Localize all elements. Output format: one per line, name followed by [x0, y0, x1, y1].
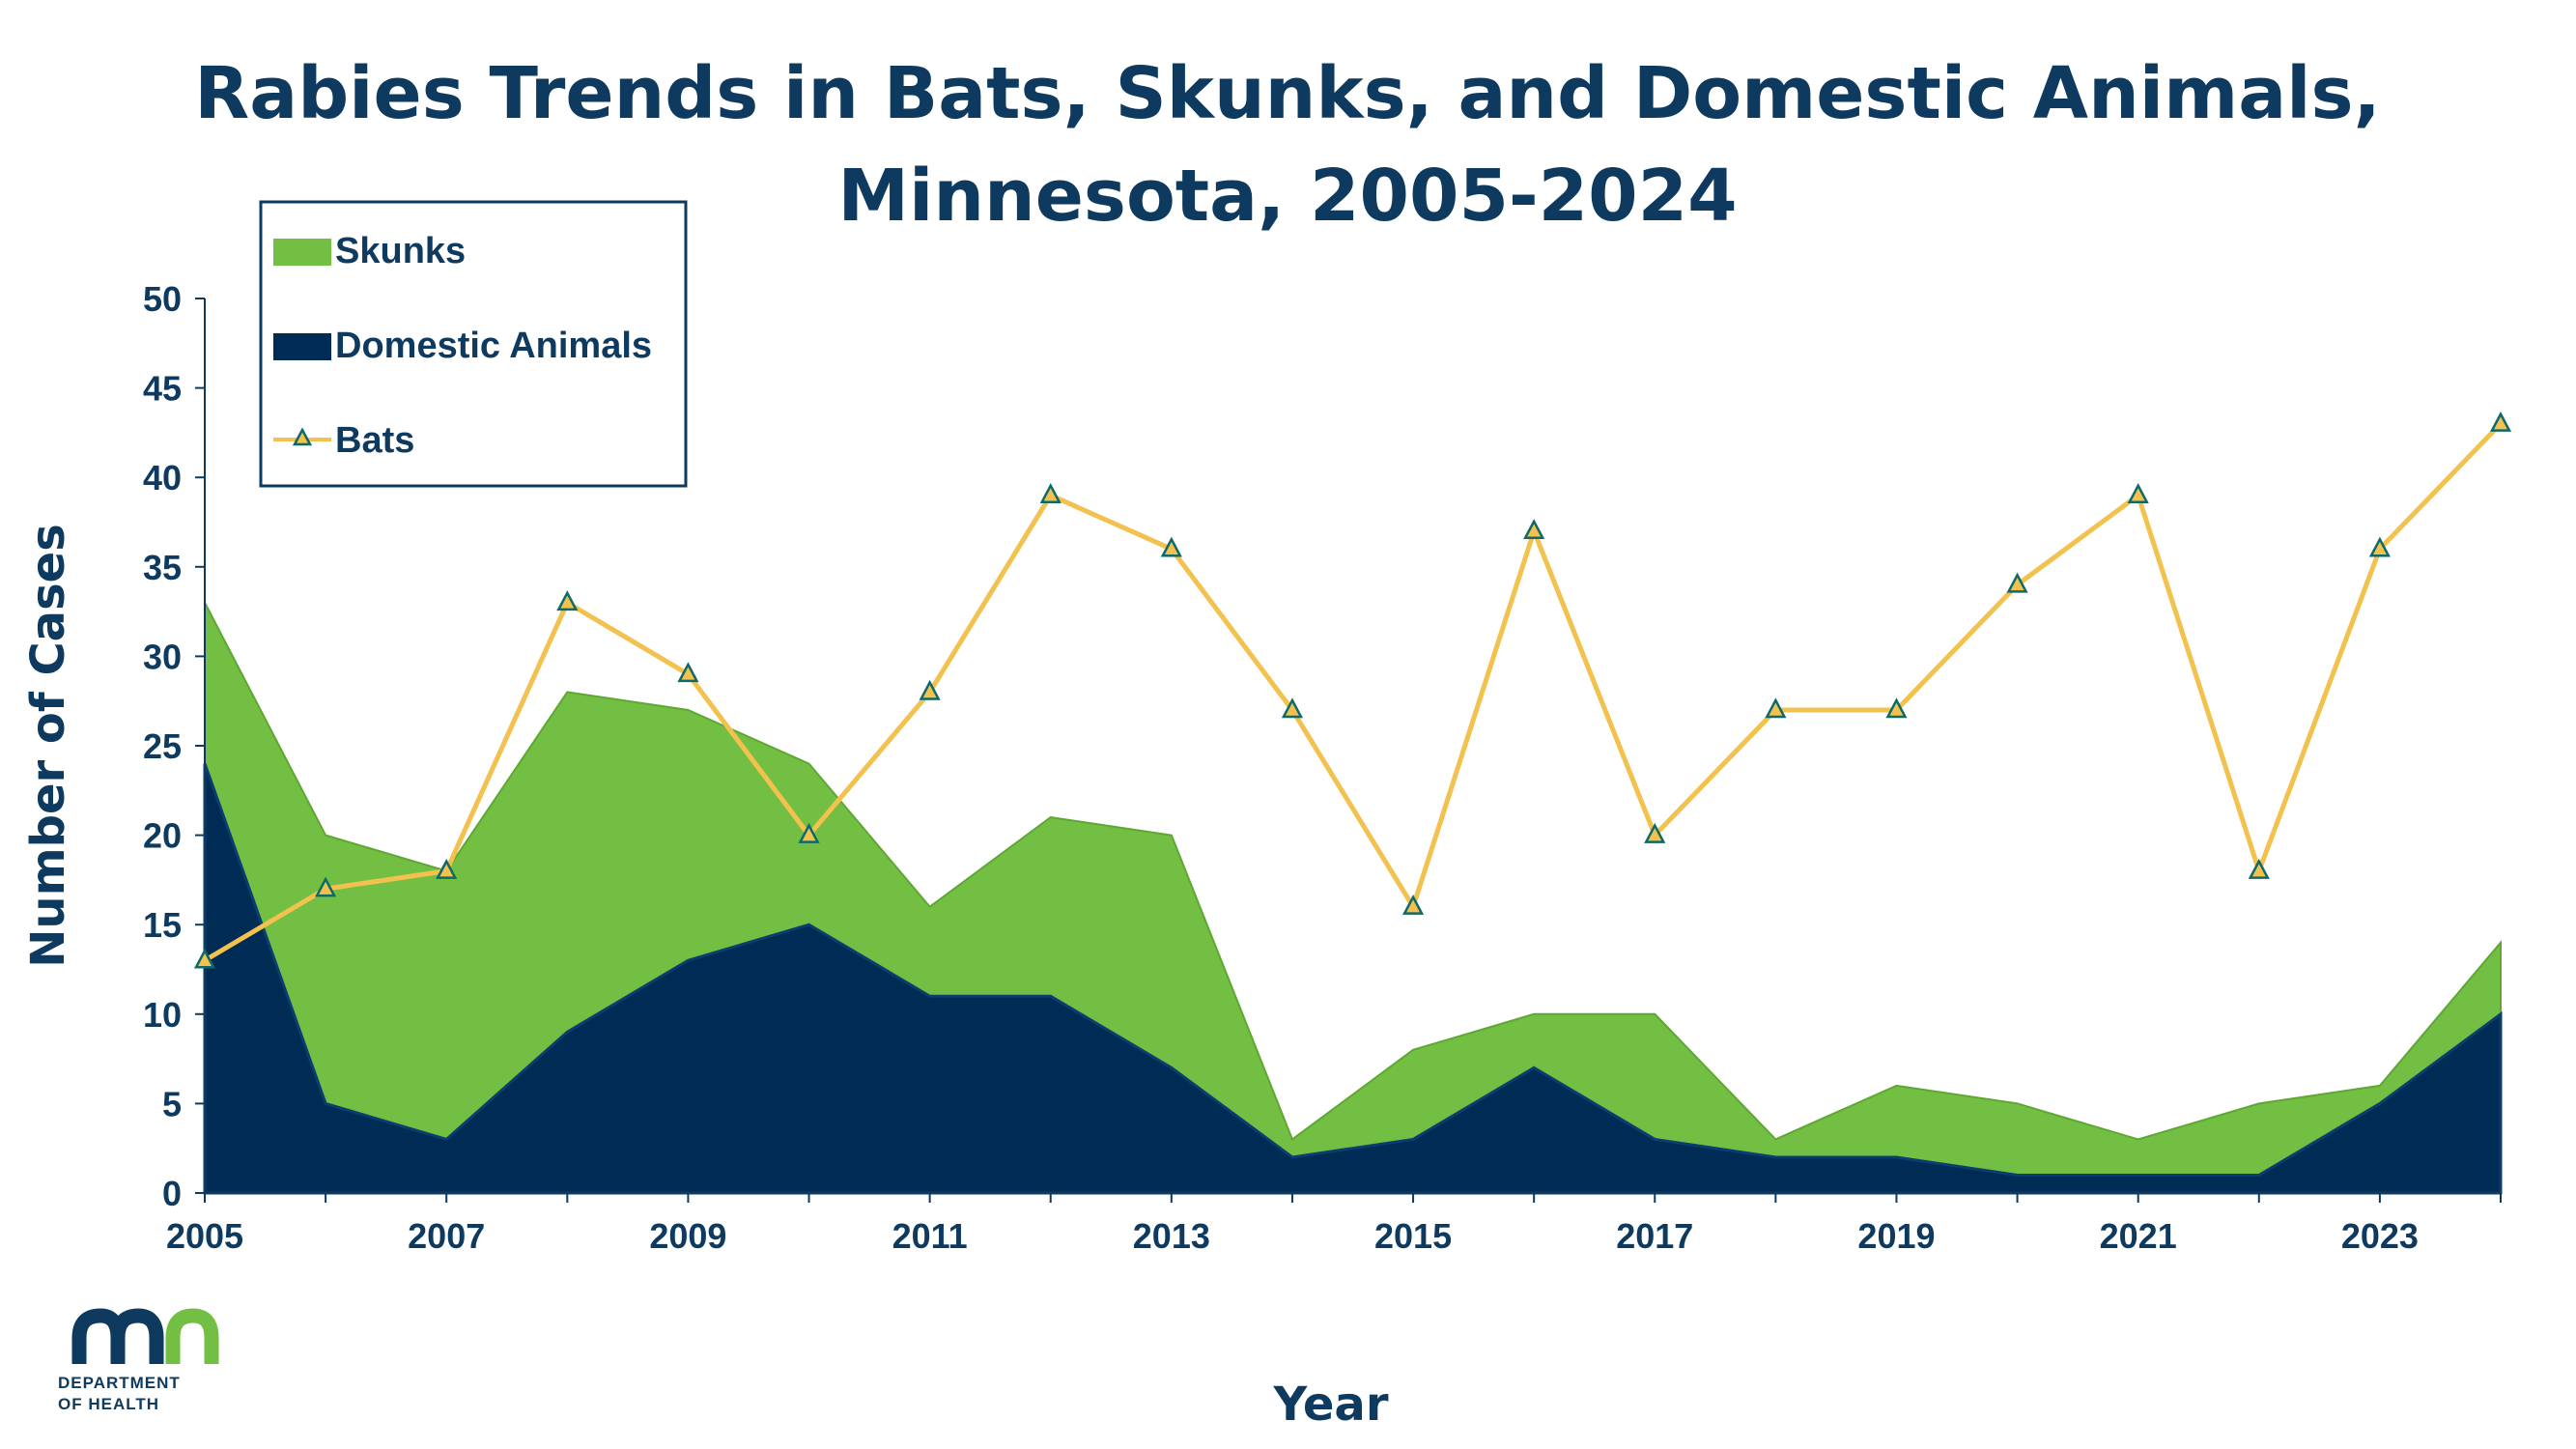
y-tick-label: 50 [143, 279, 182, 319]
x-tick-label: 2015 [1374, 1216, 1452, 1256]
y-tick-label: 20 [143, 816, 182, 856]
bats-point-marker [1160, 536, 1182, 557]
y-axis-title: Number of Cases [21, 524, 75, 968]
y-tick-label: 40 [143, 458, 182, 497]
bats-point-marker [1765, 697, 1787, 719]
x-tick-label: 2023 [2341, 1216, 2419, 1256]
x-tick-label: 2021 [2100, 1216, 2177, 1256]
legend: Skunks Domestic Animals Bats [259, 200, 688, 488]
legend-swatch-bats-marker [292, 427, 313, 446]
chart-title-line-1: Rabies Trends in Bats, Skunks, and Domes… [194, 52, 2380, 135]
x-tick-label: 2009 [649, 1216, 726, 1256]
x-tick-label: 2013 [1133, 1216, 1210, 1256]
y-tick-labels: 0 5 10 15 20 25 30 35 40 45 50 [143, 279, 182, 1213]
bats-point-marker [1281, 697, 1304, 719]
logo-m-mark [71, 1308, 164, 1364]
y-tick-label: 5 [162, 1084, 182, 1123]
x-tick-label: 2005 [166, 1216, 243, 1256]
y-tick-label: 45 [143, 369, 182, 409]
legend-swatch-skunks [273, 239, 331, 266]
y-tick-label: 35 [143, 548, 182, 587]
bats-point-marker [2248, 858, 2270, 879]
y-tick-label: 10 [143, 995, 182, 1035]
logo-n-mark [165, 1308, 219, 1364]
logo-text-line-2: OF HEALTH [58, 1395, 159, 1413]
bats-point-marker [1644, 822, 1666, 843]
x-tick-label: 2019 [1857, 1216, 1935, 1256]
bats-point-marker [193, 948, 216, 969]
logo-text-line-1: DEPARTMENT [58, 1374, 181, 1392]
bats-point-marker [919, 679, 941, 700]
legend-swatch-domestic-animals [273, 333, 331, 360]
x-tick-label: 2017 [1616, 1216, 1693, 1256]
bats-point-marker [2006, 572, 2028, 593]
bats-point-marker [315, 876, 337, 897]
x-tick-label: 2011 [892, 1216, 968, 1256]
bats-line-group [193, 411, 2512, 969]
legend-box [259, 200, 688, 488]
bats-point-marker [2127, 483, 2149, 503]
bats-point-marker [1885, 697, 1908, 719]
x-axis-title: Year [1273, 1378, 1389, 1432]
y-tick-label: 0 [162, 1174, 182, 1213]
bats-point-marker [436, 858, 458, 879]
x-tick-labels: 2005 2007 2009 2011 2013 2015 2017 2019 2021 2023 [166, 1216, 2419, 1256]
bats-point-marker [1401, 895, 1425, 915]
chart-title-line-2: Minnesota, 2005-2024 [837, 155, 1737, 238]
bats-point-marker [1039, 483, 1062, 503]
bats-point-marker [798, 822, 820, 843]
area-series-group [203, 602, 2503, 1195]
bats-point-marker [677, 662, 699, 683]
legend-label-bats: Bats [335, 420, 414, 461]
bats-point-marker [556, 590, 579, 611]
x-tick-label: 2007 [408, 1216, 485, 1256]
axes-group [195, 298, 2502, 1203]
legend-label-domestic-animals: Domestic Animals [335, 326, 652, 366]
area-domestic-animals [203, 763, 2503, 1195]
bats-point-marker [2489, 411, 2512, 432]
legend-label-skunks: Skunks [335, 231, 466, 271]
mn-department-of-health-logo: DEPARTMENT OF HEALTH [58, 1308, 219, 1413]
y-tick-label: 25 [143, 726, 182, 766]
y-tick-label: 15 [143, 905, 182, 945]
y-tick-label: 30 [143, 637, 182, 676]
series-line-bats [203, 421, 2503, 963]
bats-point-marker [2368, 536, 2391, 557]
bats-point-marker [1523, 519, 1545, 540]
